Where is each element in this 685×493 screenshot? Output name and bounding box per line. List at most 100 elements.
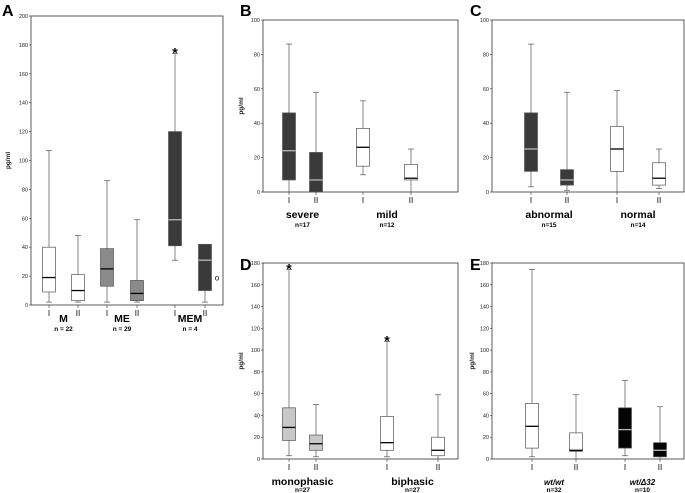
- y-tick-label: 80: [483, 52, 489, 58]
- panel-letter-A: A: [2, 3, 14, 20]
- x-sublabel: II: [76, 309, 80, 318]
- group-n-label: n=10: [635, 487, 650, 493]
- group-label-monophasic: monophasic: [272, 476, 334, 488]
- significance-star: *: [286, 261, 292, 277]
- plot-frame-E: [491, 262, 685, 460]
- y-tick-label: 140: [19, 101, 28, 107]
- x-sublabel: I: [624, 463, 626, 472]
- y-tick-label: 0: [257, 457, 260, 463]
- y-tick-label: 40: [254, 413, 260, 419]
- y-axis-label: pg/ml: [238, 352, 245, 370]
- y-tick-label: 100: [251, 18, 260, 24]
- y-tick-label: 20: [483, 435, 489, 441]
- x-sublabel: II: [203, 309, 207, 318]
- y-tick-label: 80: [22, 187, 28, 193]
- y-tick-label: 0: [25, 303, 28, 309]
- y-tick-label: 40: [483, 121, 489, 127]
- y-tick-label: 100: [480, 18, 489, 24]
- y-tick-label: 200: [19, 14, 28, 20]
- box-M-I: [42, 246, 56, 293]
- box-abnormal-II: [560, 169, 574, 186]
- box-normal-II: [652, 162, 666, 186]
- x-sublabel: I: [616, 196, 618, 205]
- group-label-M: M: [59, 313, 68, 325]
- y-tick-label: 100: [19, 159, 28, 165]
- x-sublabel: I: [386, 463, 388, 472]
- y-tick-label: 80: [254, 52, 260, 58]
- y-tick-label: 180: [251, 261, 260, 267]
- box-abnormal-I: [524, 112, 538, 172]
- x-sublabel: II: [658, 463, 662, 472]
- group-label-wt/Δ32: wt/Δ32: [630, 478, 656, 487]
- x-sublabel: II: [314, 463, 318, 472]
- box-mild-II: [404, 164, 418, 181]
- panel-letter-D: D: [240, 257, 252, 274]
- y-tick-label: 20: [254, 156, 260, 162]
- box-wt/wt-II: [569, 432, 583, 452]
- group-n-label: n = 4: [183, 326, 198, 333]
- x-sublabel: I: [530, 196, 532, 205]
- group-n-label: n=27: [405, 487, 420, 493]
- box-biphasic-I: [380, 416, 394, 451]
- x-sublabel: II: [657, 196, 661, 205]
- box-severe-II: [309, 152, 323, 193]
- significance-star: *: [172, 45, 178, 61]
- y-tick-label: 60: [254, 87, 260, 93]
- y-tick-label: 60: [22, 216, 28, 222]
- y-tick-label: 80: [254, 370, 260, 376]
- group-label-mild: mild: [376, 209, 398, 221]
- y-tick-label: 120: [19, 130, 28, 136]
- group-label-ME: ME: [114, 313, 130, 325]
- y-tick-label: 120: [480, 326, 489, 332]
- y-axis-label: pg/ml: [5, 152, 12, 170]
- group-n-label: n=15: [542, 222, 557, 229]
- x-sublabel: I: [288, 463, 290, 472]
- y-tick-label: 0: [257, 190, 260, 196]
- group-n-label: n=14: [631, 222, 646, 229]
- x-sublabel: II: [135, 309, 139, 318]
- group-label-wt/wt: wt/wt: [544, 478, 564, 487]
- y-tick-label: 60: [483, 87, 489, 93]
- group-n-label: n=32: [547, 487, 562, 493]
- plot-frame-C: [491, 19, 685, 193]
- plot-frame-A: [30, 15, 224, 306]
- x-sublabel: II: [574, 463, 578, 472]
- y-tick-label: 140: [480, 305, 489, 311]
- x-sublabel: I: [531, 463, 533, 472]
- box-MEM-II: [198, 243, 212, 291]
- y-tick-label: 160: [19, 72, 28, 78]
- group-n-label: n = 29: [113, 326, 132, 333]
- y-tick-label: 160: [251, 283, 260, 289]
- box-monophasic-I: [282, 407, 296, 441]
- panel-letter-E: E: [470, 257, 481, 274]
- x-sublabel: II: [436, 463, 440, 472]
- y-tick-label: 40: [483, 413, 489, 419]
- group-n-label: n=17: [295, 222, 310, 229]
- panel-letter-C: C: [470, 3, 482, 20]
- box-ME-II: [130, 280, 144, 302]
- box-wt/Δ32-I: [618, 407, 632, 449]
- y-tick-label: 20: [483, 156, 489, 162]
- x-sublabel: I: [174, 309, 176, 318]
- box-biphasic-II: [431, 436, 445, 457]
- y-tick-label: 180: [480, 261, 489, 267]
- x-sublabel: I: [288, 196, 290, 205]
- box-ME-I: [100, 248, 114, 287]
- group-label-normal: normal: [620, 209, 655, 221]
- group-label-abnormal: abnormal: [525, 209, 572, 221]
- x-sublabel: I: [362, 196, 364, 205]
- y-tick-label: 180: [19, 43, 28, 49]
- y-axis-label: pg/ml: [238, 97, 245, 115]
- y-tick-label: 80: [483, 370, 489, 376]
- y-tick-label: 0: [486, 457, 489, 463]
- box-monophasic-II: [309, 434, 323, 451]
- y-tick-label: 140: [251, 305, 260, 311]
- x-sublabel: II: [314, 196, 318, 205]
- y-tick-label: 60: [483, 392, 489, 398]
- y-tick-label: 100: [251, 348, 260, 354]
- group-label-severe: severe: [286, 209, 319, 221]
- box-severe-I: [282, 112, 296, 181]
- x-sublabel: II: [565, 196, 569, 205]
- x-sublabel: II: [409, 196, 413, 205]
